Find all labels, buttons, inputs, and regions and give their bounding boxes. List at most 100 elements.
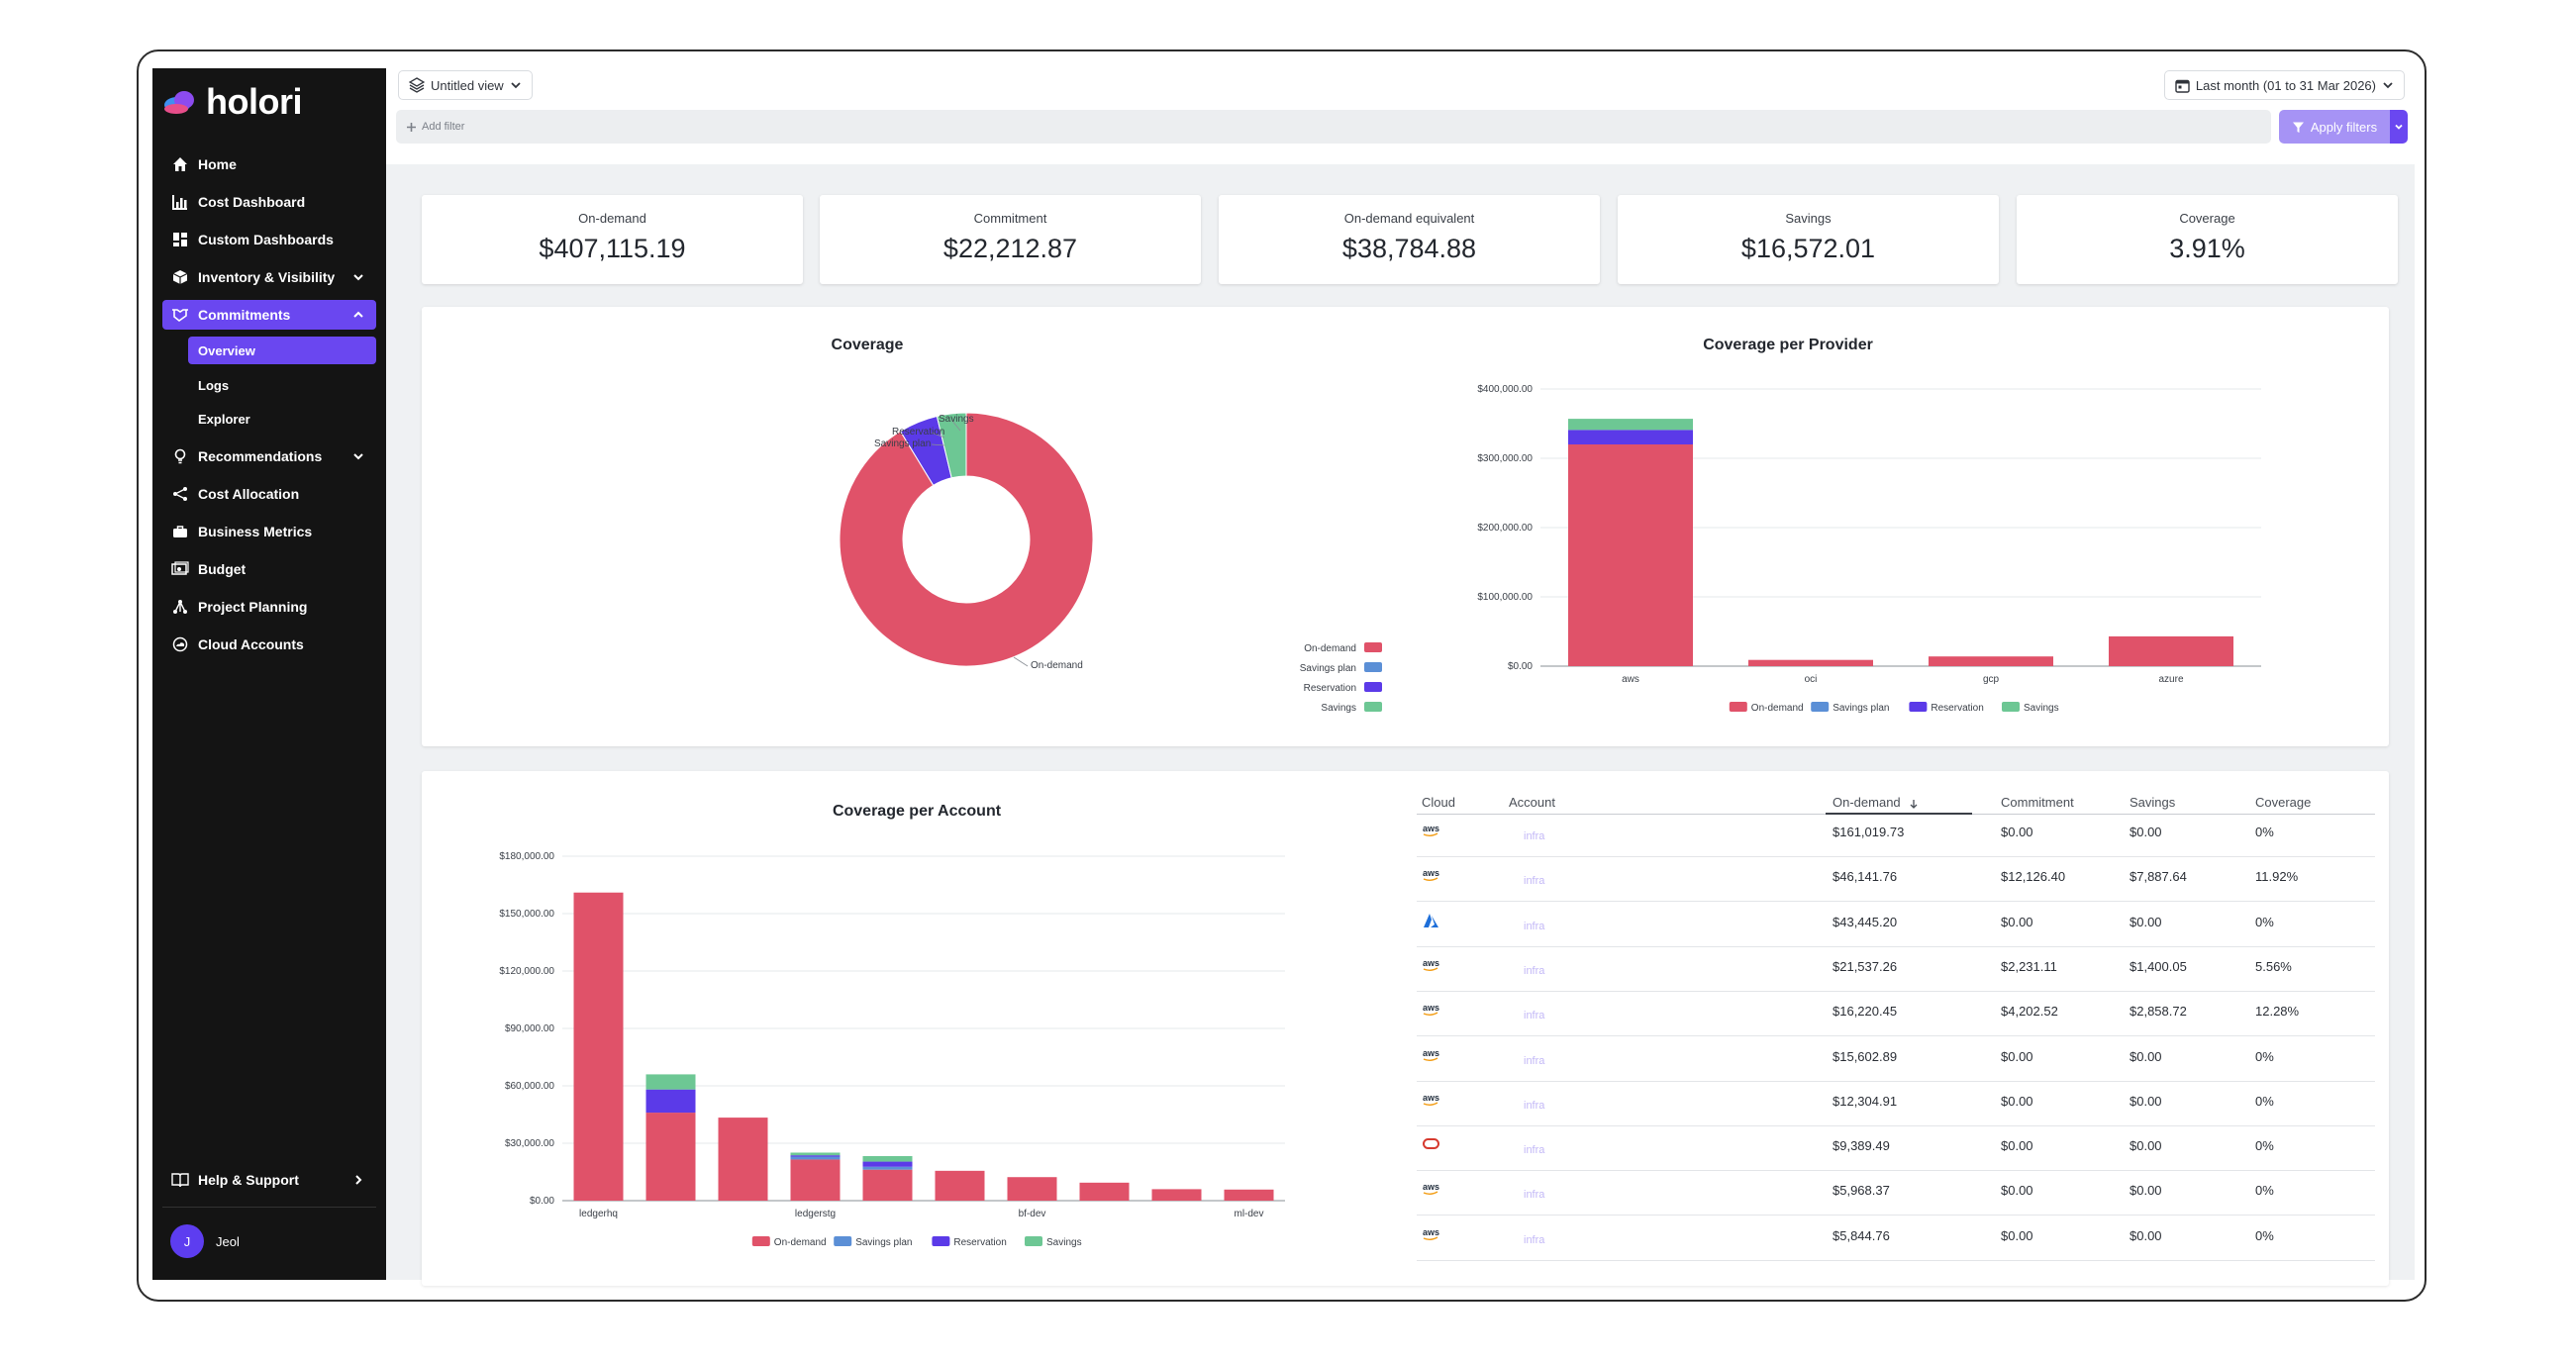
chevron-up-icon[interactable] [350,307,366,323]
bar-reservation[interactable] [790,1155,841,1157]
sidebar-item-cost-allocation[interactable]: Cost Allocation [162,479,376,509]
bar-on-demand[interactable] [2109,635,2233,666]
legend-label: Savings plan [1833,703,1889,714]
donut-slice-on-demand[interactable] [839,412,1094,667]
bar-on-demand[interactable] [1224,1189,1274,1201]
bar-reservation[interactable] [862,1161,913,1167]
bar-on-demand[interactable] [935,1170,985,1201]
sidebar-item-cloud-accounts[interactable]: Cloud Accounts [162,630,376,659]
legend-swatch-reservation[interactable] [932,1236,950,1246]
slice-label: On-demand [1031,660,1083,671]
bar-savings-plan[interactable] [862,1166,913,1170]
apply-filters-dropdown[interactable] [2390,110,2408,144]
slice-label: Reservation [892,427,944,438]
svg-text:aws: aws [1423,1227,1439,1237]
legend-label: On-demand [1304,643,1356,654]
bar-savings[interactable] [1568,419,1693,431]
account-name[interactable]: infra [1524,1010,1545,1022]
bar-on-demand[interactable] [790,1159,841,1201]
sidebar-subitem-logs[interactable]: Logs [188,371,376,399]
bar-on-demand[interactable] [1079,1182,1130,1201]
table-header-coverage[interactable]: Coverage [2255,795,2312,810]
sidebar-item-label: Inventory & Visibility [198,269,336,285]
bar-reservation[interactable] [645,1089,696,1114]
sidebar-item-cost-dashboard[interactable]: Cost Dashboard [162,187,376,217]
sidebar-item-inventory-visibility[interactable]: Inventory & Visibility [162,262,376,292]
handshake-icon [170,305,190,325]
bar-savings[interactable] [790,1152,841,1156]
sidebar-item-custom-dashboards[interactable]: Custom Dashboards [162,225,376,254]
sidebar-subitem-overview[interactable]: Overview [188,337,376,364]
bar-on-demand[interactable] [1007,1177,1057,1201]
x-tick-label: aws [1622,674,1639,685]
bar-on-demand[interactable] [1748,659,1873,666]
bar-on-demand[interactable] [1568,444,1693,666]
table-header-account[interactable]: Account [1509,795,1555,810]
account-name[interactable]: infra [1524,830,1545,842]
sidebar-item-recommendations[interactable]: Recommendations [162,441,376,471]
bar-on-demand[interactable] [1151,1189,1202,1201]
sidebar-subitem-explorer[interactable]: Explorer [188,405,376,433]
svg-text:aws: aws [1423,1048,1439,1058]
legend-swatch-savings-plan[interactable] [1811,702,1830,712]
table-header-ondemand[interactable]: On-demand [1833,795,1919,810]
legend-swatch-on-demand[interactable] [1729,702,1747,712]
bar-reservation[interactable] [1568,430,1693,444]
legend-swatch-savings[interactable] [1025,1236,1042,1246]
account-name[interactable]: infra [1524,1144,1545,1157]
bar-savings[interactable] [862,1155,913,1162]
sidebar-item-label: Cost Dashboard [198,194,306,210]
legend-swatch-savings-plan[interactable] [834,1236,852,1246]
slice-label: Savings [939,414,974,425]
plus-icon [407,122,416,132]
account-name[interactable]: infra [1524,1233,1545,1246]
table-header-commitment[interactable]: Commitment [2001,795,2074,810]
bar-on-demand[interactable] [718,1118,768,1201]
account-name[interactable]: infra [1524,1099,1545,1112]
brand-logo[interactable]: holori [162,81,302,122]
chevron-right-icon[interactable] [350,1172,366,1188]
sort-desc-icon[interactable] [1909,799,1919,809]
sidebar-item-budget[interactable]: Budget [162,554,376,584]
sidebar-item-business-metrics[interactable]: Business Metrics [162,517,376,546]
date-range-selector[interactable]: Last month (01 to 31 Mar 2026) [2163,70,2405,100]
legend-swatch-reservation[interactable] [1909,702,1928,712]
bar-on-demand[interactable] [573,892,624,1201]
bar-on-demand[interactable] [645,1113,696,1201]
sidebar-item-commitments[interactable]: Commitments [162,300,376,330]
legend-swatch-savings[interactable] [2002,702,2020,712]
bar-savings[interactable] [645,1074,696,1090]
table-header-savings[interactable]: Savings [2130,795,2176,810]
sidebar-item-project-planning[interactable]: Project Planning [162,592,376,622]
account-name[interactable]: infra [1524,964,1545,977]
chevron-down-icon[interactable] [350,269,366,285]
savings-cell: $0.00 [2130,1093,2162,1109]
view-selector[interactable]: Untitled view [398,70,533,100]
bar-on-demand[interactable] [862,1169,913,1201]
apply-filters-button[interactable]: Apply filters [2279,110,2390,144]
legend-label: Savings [1321,703,1356,713]
filter-bar[interactable]: Add filter [396,110,2271,144]
lightbulb-icon [170,446,190,466]
account-name[interactable]: infra [1524,1054,1545,1067]
commitment-cell: $0.00 [2001,914,2033,929]
layers-icon [409,77,425,93]
sidebar-item-help-support[interactable]: Help & Support [162,1165,376,1195]
holori-logo-icon [164,91,194,114]
sidebar-item-home[interactable]: Home [162,149,376,179]
bar-on-demand[interactable] [1929,656,2053,666]
coverage-cell: 11.92% [2255,869,2299,885]
user-name[interactable]: Jeol [216,1234,240,1249]
legend-label: Reservation [1931,703,1983,714]
chevron-down-icon[interactable] [350,448,366,464]
legend-swatch-on-demand[interactable] [751,1236,770,1246]
account-name[interactable]: infra [1524,875,1545,888]
account-name[interactable]: infra [1524,1189,1545,1202]
avatar[interactable]: J [170,1224,204,1258]
commitment-cell: $0.00 [2001,1048,2033,1064]
table-header-cloud[interactable]: Cloud [1422,795,1455,810]
bar-savings-plan[interactable] [790,1156,841,1160]
account-name[interactable]: infra [1524,920,1545,932]
sidebar-item-label: Help & Support [198,1172,299,1188]
svg-text:aws: aws [1423,824,1439,833]
